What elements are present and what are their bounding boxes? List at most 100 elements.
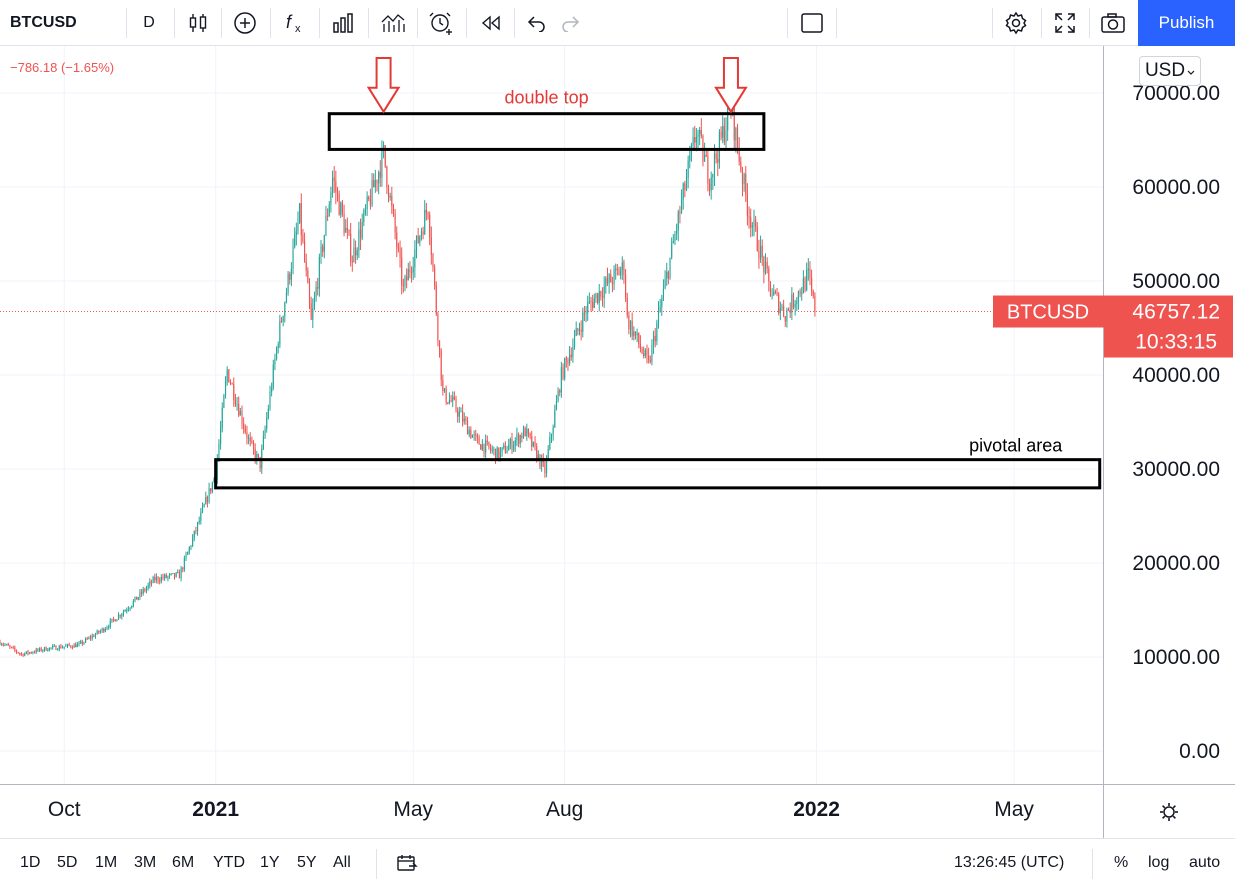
candle-body: [305, 260, 307, 271]
candle-body: [486, 440, 488, 442]
candle-body: [766, 261, 768, 269]
candle-body: [312, 308, 314, 320]
candle-body: [506, 450, 508, 454]
candle-body: [536, 446, 538, 460]
candle-body: [38, 648, 41, 651]
candle-body: [116, 619, 118, 622]
candle-body: [562, 366, 564, 379]
range-button-1d[interactable]: 1D: [20, 854, 41, 871]
y-tick-label: 60000.00: [1132, 176, 1220, 199]
candle-body: [517, 434, 520, 444]
candle-body: [412, 267, 414, 273]
y-tick-label: 0.00: [1179, 740, 1220, 763]
candle-body: [631, 321, 633, 337]
camera-icon[interactable]: [1097, 0, 1129, 46]
redo-icon[interactable]: [558, 0, 584, 46]
interval-button[interactable]: D: [143, 14, 155, 31]
log-toggle[interactable]: log: [1148, 854, 1170, 871]
range-button-5y[interactable]: 5Y: [297, 854, 317, 871]
candle-body: [223, 395, 225, 408]
candle-body: [343, 213, 345, 233]
candle-body: [80, 641, 82, 644]
candle-body: [570, 354, 572, 357]
annotations[interactable]: double top pivotal area: [214, 57, 1102, 490]
candle-body: [442, 379, 444, 391]
svg-text:x: x: [295, 23, 301, 35]
candle-body: [745, 173, 747, 195]
range-button-6m[interactable]: 6M: [172, 854, 195, 871]
candle-body: [167, 576, 169, 578]
candles-icon[interactable]: [184, 0, 212, 46]
double-top-box[interactable]: [327, 112, 766, 151]
candle-body: [93, 635, 95, 637]
candle-body: [259, 456, 261, 469]
candle-body: [429, 214, 431, 238]
range-button-3m[interactable]: 3M: [134, 854, 157, 871]
fullscreen-icon[interactable]: [1050, 0, 1080, 46]
publish-button[interactable]: Publish: [1138, 0, 1235, 46]
candle-body: [443, 388, 446, 391]
candle-body: [667, 271, 669, 279]
toolbar-divider: [270, 8, 271, 38]
candle-body: [175, 572, 177, 577]
price-change: −786.18 (−1.65%): [10, 60, 115, 75]
candle-body: [126, 610, 128, 612]
range-button-1m[interactable]: 1M: [95, 854, 118, 871]
settings-icon[interactable]: [1001, 0, 1031, 46]
candle-body: [643, 353, 645, 356]
range-button-5d[interactable]: 5D: [57, 854, 78, 871]
candle-body: [786, 309, 788, 322]
range-button-ytd[interactable]: YTD: [213, 854, 245, 871]
percent-toggle[interactable]: %: [1114, 854, 1129, 871]
candle-body: [272, 364, 274, 388]
candle-body: [504, 445, 506, 454]
svg-text:f: f: [286, 12, 293, 32]
alert-icon[interactable]: [426, 0, 456, 46]
candle-body: [111, 618, 113, 621]
candle-body: [317, 287, 319, 289]
candle-body: [664, 278, 666, 289]
symbol-search-button[interactable]: BTCUSD: [10, 14, 77, 31]
range-button-all[interactable]: All: [333, 854, 351, 871]
candle-body: [680, 199, 683, 213]
undo-icon[interactable]: [523, 0, 549, 46]
compare-icon[interactable]: [378, 0, 408, 46]
candle-body: [807, 268, 809, 271]
candle-body: [144, 589, 146, 591]
square-layout-icon[interactable]: [797, 0, 827, 46]
axis-settings-icon[interactable]: [1160, 803, 1178, 821]
bars-icon[interactable]: [329, 0, 357, 46]
auto-toggle[interactable]: auto: [1189, 854, 1221, 871]
candle-body: [70, 645, 72, 648]
candle-body: [231, 383, 233, 385]
toolbar-divider: [1089, 8, 1090, 38]
candle-body: [341, 202, 344, 214]
candle-body: [75, 644, 77, 648]
candle-body: [445, 388, 447, 403]
candle-body: [198, 520, 200, 523]
date-range-icon[interactable]: [396, 839, 418, 887]
candle-body: [173, 572, 176, 577]
price-chart[interactable]: Oct 2021 May Aug 2022 May 70000.00 60000.00 500…: [0, 46, 1235, 838]
clock-time[interactable]: 13:26:45 (UTC): [954, 854, 1065, 871]
candle-body: [52, 646, 54, 648]
candle-body: [606, 278, 609, 284]
chart-grid: [0, 46, 1235, 838]
candle-body: [152, 577, 154, 584]
currency-select[interactable]: USD: [1139, 56, 1201, 86]
candle-body: [435, 285, 437, 315]
range-button-1y[interactable]: 1Y: [260, 854, 280, 871]
candle-body: [420, 231, 423, 237]
candle-body: [289, 273, 291, 280]
replay-icon[interactable]: [477, 0, 505, 46]
candle-body: [684, 183, 686, 190]
candle-body: [0, 642, 1, 645]
candle-body: [590, 301, 592, 303]
candle-body: [707, 156, 709, 184]
candle-body: [697, 133, 699, 137]
add-indicator-icon[interactable]: [231, 0, 259, 46]
candle-body: [290, 268, 292, 280]
pivotal-area-box[interactable]: [214, 458, 1102, 490]
